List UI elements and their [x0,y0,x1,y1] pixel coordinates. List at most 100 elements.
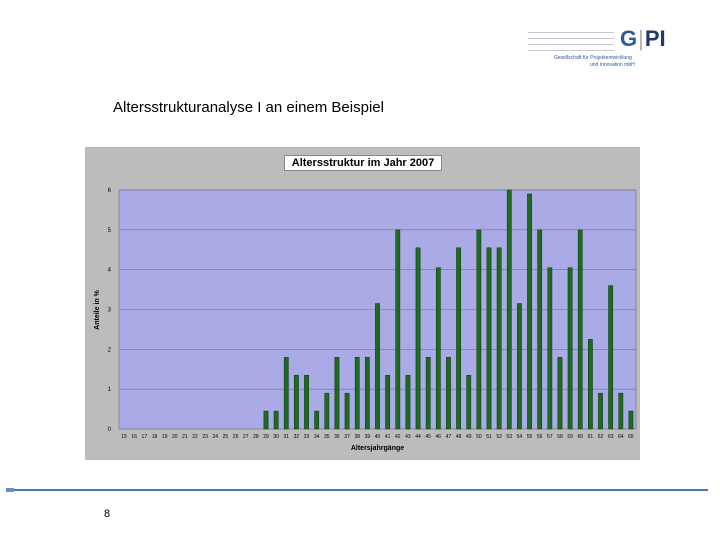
x-tick-label: 30 [273,434,279,440]
bar [476,229,482,430]
footer-divider [6,489,708,491]
y-tick-label: 5 [108,228,112,234]
x-tick-label: 18 [152,434,158,440]
x-axis-label: Altersjahrgänge [351,445,404,452]
bar [588,339,593,430]
x-tick-label: 21 [182,434,188,440]
x-tick-label: 29 [263,434,269,440]
x-tick-label: 39 [365,434,371,440]
bar [577,229,583,430]
bar [517,303,522,430]
x-tick-label: 59 [567,434,573,440]
page-number: 8 [104,508,111,520]
x-tick-label: 61 [588,434,594,440]
y-tick-label: 6 [108,188,112,194]
x-tick-label: 32 [294,434,300,440]
y-tick-label: 1 [108,387,112,393]
bar [527,193,532,430]
bar [547,267,553,430]
x-tick-label: 15 [121,434,127,440]
x-tick-label: 55 [527,434,533,440]
footer-accent [6,488,14,492]
bar [395,229,401,430]
x-tick-label: 16 [131,434,137,440]
x-tick-label: 47 [446,434,452,440]
bar [628,410,634,430]
bar [425,357,431,430]
x-tick-label: 35 [324,434,330,440]
bar [385,374,391,430]
logo-subtitle-2: und Innovation mbH [590,62,635,68]
x-tick-label: 52 [496,434,502,440]
bar [405,374,411,430]
x-tick-label: 37 [344,434,350,440]
x-tick-label: 27 [243,434,249,440]
bar [486,247,492,430]
bar [506,189,512,430]
bar [273,410,279,430]
y-tick-label: 4 [108,268,112,274]
x-tick-label: 53 [507,434,513,440]
x-tick-label: 33 [304,434,310,440]
x-tick-label: 36 [334,434,340,440]
bar [466,374,472,430]
x-tick-label: 46 [436,434,442,440]
x-tick-label: 19 [162,434,168,440]
logo-separator: | [638,26,644,51]
bar [314,410,320,430]
bar [283,357,289,430]
x-tick-label: 17 [142,434,148,440]
logo-decoration [528,32,614,56]
bar [415,247,421,430]
logo-subtitle: Gesellschaft für Projektentwicklung [554,55,632,61]
x-tick-label: 28 [253,434,259,440]
bar [537,229,543,430]
y-tick-label: 2 [108,347,112,353]
bar [435,267,441,430]
logo-letters-pi: PI [644,26,666,51]
bar [334,357,340,430]
x-tick-label: 34 [314,434,320,440]
x-tick-label: 48 [456,434,462,440]
x-tick-label: 65 [628,434,634,440]
x-tick-label: 25 [223,434,229,440]
y-tick-label: 3 [108,308,112,314]
x-tick-label: 22 [192,434,198,440]
x-tick-label: 20 [172,434,178,440]
x-tick-label: 23 [202,434,208,440]
slide-title: Altersstrukturanalyse I an einem Beispie… [113,99,384,116]
x-tick-label: 26 [233,434,239,440]
bar [294,374,299,430]
x-tick-label: 31 [283,434,289,440]
x-tick-label: 63 [608,434,614,440]
bar [557,357,563,430]
x-tick-label: 50 [476,434,482,440]
x-tick-label: 49 [466,434,472,440]
x-tick-label: 43 [405,434,411,440]
x-tick-label: 40 [375,434,381,440]
bar [375,303,380,430]
x-tick-label: 58 [557,434,563,440]
bar [364,357,370,430]
x-tick-label: 44 [415,434,421,440]
bar [304,374,309,430]
bar [456,247,461,430]
chart-title: Altersstruktur im Jahr 2007 [284,155,442,171]
bar [446,357,451,430]
y-axis-label: Anteile in % [94,289,101,329]
bar [598,392,603,430]
logo-letter-g: G [620,26,638,51]
x-tick-label: 54 [517,434,523,440]
x-tick-label: 56 [537,434,543,440]
x-tick-label: 42 [395,434,401,440]
logo-mark: G|PI [620,26,666,52]
bar [608,285,614,430]
x-tick-label: 57 [547,434,553,440]
x-tick-label: 64 [618,434,624,440]
x-tick-label: 60 [577,434,583,440]
x-tick-label: 45 [425,434,431,440]
x-tick-label: 38 [354,434,360,440]
company-logo: G|PI Gesellschaft für Projektentwicklung… [528,26,678,70]
bar [344,392,350,430]
